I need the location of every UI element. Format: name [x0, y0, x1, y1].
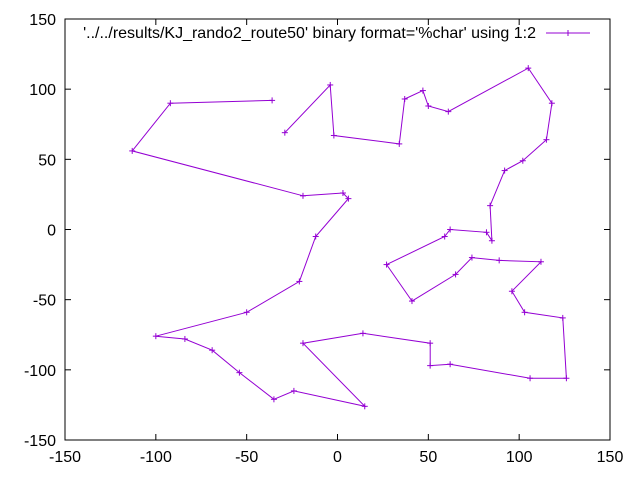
data-point: [483, 229, 490, 236]
data-point: [445, 108, 452, 115]
y-tick-label: 100: [29, 82, 56, 99]
data-point: [525, 65, 532, 72]
data-point: [270, 396, 277, 403]
x-tick-label: -100: [140, 449, 172, 466]
data-point: [167, 100, 174, 107]
data-point: [501, 167, 508, 174]
data-point: [401, 95, 408, 102]
y-tick-label: -100: [24, 363, 56, 380]
x-tick-label: -150: [49, 449, 81, 466]
data-point: [508, 288, 515, 295]
plot-frame: [64, 18, 611, 441]
data-point: [345, 195, 352, 202]
data-point: [488, 237, 495, 244]
data-point: [129, 147, 136, 154]
data-point: [269, 97, 276, 104]
legend: '../../results/KJ_rando2_route50' binary…: [83, 25, 590, 42]
data-point: [359, 330, 366, 337]
x-axis-ticks: -150 -100 -50 0 50 100 150: [49, 19, 623, 466]
data-point: [408, 298, 415, 305]
data-point: [447, 226, 454, 233]
data-point: [563, 375, 570, 382]
x-tick-label: 0: [333, 449, 342, 466]
data-point: [452, 271, 459, 278]
data-point: [447, 361, 454, 368]
data-point: [330, 132, 337, 139]
data-point: [327, 81, 334, 88]
data-point: [521, 309, 528, 316]
data-point: [559, 314, 566, 321]
data-point: [152, 333, 159, 340]
data-point: [236, 369, 243, 376]
data-point: [487, 202, 494, 209]
y-tick-label: 0: [47, 223, 56, 240]
data-point: [427, 362, 434, 369]
data-point: [543, 136, 550, 143]
data-point: [243, 309, 250, 316]
data-point: [396, 140, 403, 147]
data-point: [548, 100, 555, 107]
data-point: [427, 340, 434, 347]
data-point: [209, 347, 216, 354]
data-point: [419, 87, 426, 94]
data-point: [468, 254, 475, 261]
data-point: [281, 129, 288, 136]
data-point: [299, 192, 306, 199]
legend-label: '../../results/KJ_rando2_route50' binary…: [83, 25, 536, 42]
data-point: [383, 261, 390, 268]
y-tick-label: 50: [38, 152, 56, 169]
y-tick-label: -50: [33, 293, 56, 310]
series-layer: [129, 65, 570, 410]
data-point: [537, 258, 544, 265]
data-point: [299, 340, 306, 347]
x-tick-label: 150: [597, 449, 624, 466]
data-point: [441, 233, 448, 240]
series-line: [131, 67, 567, 408]
y-axis-ticks: -150 -100 -50 0 50 100 150: [24, 12, 610, 450]
data-point: [361, 403, 368, 410]
x-tick-label: 50: [419, 449, 437, 466]
data-point: [425, 103, 432, 110]
data-point: [312, 233, 319, 240]
data-point: [290, 387, 297, 394]
data-point: [339, 190, 346, 197]
y-tick-label: 150: [29, 12, 56, 29]
data-point: [181, 335, 188, 342]
y-tick-label: -150: [24, 433, 56, 450]
data-point: [296, 278, 303, 285]
data-point: [519, 157, 526, 164]
x-tick-label: 100: [506, 449, 533, 466]
data-point: [527, 375, 534, 382]
x-tick-label: -50: [235, 449, 258, 466]
data-point: [496, 257, 503, 264]
